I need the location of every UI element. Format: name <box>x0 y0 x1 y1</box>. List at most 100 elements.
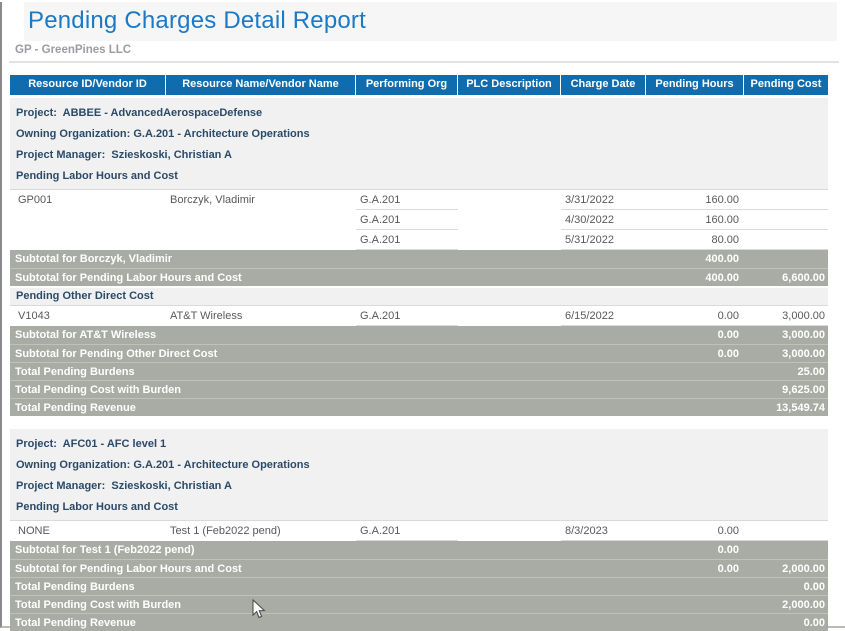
subtotal-pending-hours: 0.00 <box>717 562 739 575</box>
cell-charge-date: 3/31/2022 <box>561 190 646 210</box>
subtotal-pending-hours: 0.00 <box>717 347 739 360</box>
total-row: Total Pending Revenue 13,549.74 <box>10 398 828 416</box>
total-pending-cost: 9,625.00 <box>782 383 825 396</box>
header-resource-name: Resource Name/Vendor Name <box>166 75 356 95</box>
cell-plc-description <box>458 230 561 250</box>
subtotal-pending-hours: 400.00 <box>705 271 739 284</box>
table-row: G.A.201 4/30/2022 160.00 <box>10 210 828 230</box>
cell-resource-id <box>10 230 166 250</box>
cell-pending-cost <box>744 190 828 210</box>
header-pending-hours: Pending Hours <box>646 75 744 95</box>
subtotal-row: Subtotal for Borczyk, Vladimir 400.00 <box>10 250 828 268</box>
cell-plc-description <box>458 306 561 326</box>
totals-block: Subtotal for Test 1 (Feb2022 pend) 0.00 … <box>10 541 828 631</box>
table-row: V1043 AT&T Wireless G.A.201 6/15/2022 0.… <box>10 306 828 326</box>
cell-resource-name <box>166 210 356 230</box>
total-row: Total Pending Revenue 0.00 <box>10 613 828 631</box>
subtotal-label: Subtotal for AT&T Wireless <box>15 329 157 341</box>
cell-pending-cost: 3,000.00 <box>744 306 828 326</box>
cell-resource-id: V1043 <box>18 310 50 322</box>
cell-resource-id <box>10 210 166 230</box>
subtotal-label: Subtotal for Test 1 (Feb2022 pend) <box>15 544 195 556</box>
cell-resource-id: NONE <box>18 525 50 537</box>
header-charge-date: Charge Date <box>561 75 646 95</box>
project-manager-line: Project Manager: Szieskoski, Christian A <box>16 149 232 161</box>
project-line: Project: ABBEE - AdvancedAerospaceDefens… <box>16 107 263 119</box>
report-title: Pending Charges Detail Report <box>24 2 837 41</box>
subtotal-row: Subtotal for Pending Labor Hours and Cos… <box>10 268 828 286</box>
table-header-row: Resource ID/Vendor ID Resource Name/Vend… <box>10 75 828 95</box>
table-row: GP001 Borczyk, Vladimir G.A.201 3/31/202… <box>10 190 828 210</box>
total-row: Total Pending Cost with Burden 9,625.00 <box>10 380 828 398</box>
total-label: Total Pending Cost with Burden <box>15 598 182 611</box>
cell-charge-date: 5/31/2022 <box>561 230 646 250</box>
project-line: Project: AFC01 - AFC level 1 <box>16 438 167 450</box>
owning-org-line: Owning Organization: G.A.201 - Architect… <box>16 128 310 140</box>
report-table: Resource ID/Vendor ID Resource Name/Vend… <box>10 75 828 631</box>
subtotal-pending-cost: 6,600.00 <box>782 271 825 284</box>
cell-resource-name <box>166 230 356 250</box>
cell-resource-name: AT&T Wireless <box>170 310 243 322</box>
project-info-band: Project: ABBEE - AdvancedAerospaceDefens… <box>10 98 828 190</box>
total-label: Total Pending Burdens <box>15 365 135 378</box>
total-pending-cost: 0.00 <box>803 580 825 593</box>
subtotal-pending-hours: 0.00 <box>717 544 739 556</box>
header-resource-id: Resource ID/Vendor ID <box>10 75 166 95</box>
subtotal-label: Subtotal for Pending Labor Hours and Cos… <box>15 271 242 284</box>
subtotal-row: Subtotal for AT&T Wireless 0.00 3,000.00 <box>10 326 828 344</box>
cell-performing-org: G.A.201 <box>356 190 458 210</box>
cell-pending-hours: 160.00 <box>646 190 744 210</box>
cell-charge-date: 6/15/2022 <box>561 306 646 326</box>
subtotal-pending-hours: 0.00 <box>717 329 739 341</box>
subtotal-pending-hours: 400.00 <box>705 253 739 265</box>
subtotal-label: Subtotal for Pending Labor Hours and Cos… <box>15 562 242 575</box>
project-info-band: Project: AFC01 - AFC level 1 Owning Orga… <box>10 429 828 521</box>
header-performing-org: Performing Org <box>356 75 458 95</box>
totals-block: Subtotal for AT&T Wireless 0.00 3,000.00… <box>10 326 828 416</box>
subtotal-block: Subtotal for Borczyk, Vladimir 400.00 Su… <box>10 250 828 286</box>
section-heading: Pending Labor Hours and Cost <box>16 501 178 513</box>
cell-resource-id: GP001 <box>18 194 53 206</box>
section-spacer <box>10 416 828 426</box>
cell-pending-cost <box>744 210 828 230</box>
cell-resource-name: Borczyk, Vladimir <box>170 194 255 206</box>
section-heading: Pending Labor Hours and Cost <box>16 170 178 182</box>
cell-performing-org: G.A.201 <box>356 521 458 541</box>
total-pending-cost: 0.00 <box>803 616 825 629</box>
header-plc-description: PLC Description <box>458 75 561 95</box>
cell-resource-name: Test 1 (Feb2022 pend) <box>170 525 281 537</box>
cell-pending-hours: 0.00 <box>646 521 744 541</box>
total-pending-cost: 2,000.00 <box>782 598 825 611</box>
cell-performing-org: G.A.201 <box>356 210 458 230</box>
total-label: Total Pending Revenue <box>15 616 136 629</box>
divider <box>9 61 839 63</box>
total-row: Total Pending Burdens 0.00 <box>10 577 828 595</box>
total-row: Total Pending Burdens 25.00 <box>10 362 828 380</box>
company-name: GP - GreenPines LLC <box>15 44 132 56</box>
total-pending-cost: 25.00 <box>797 365 825 378</box>
cell-pending-cost <box>744 230 828 250</box>
subtotal-row: Subtotal for Pending Other Direct Cost 0… <box>10 344 828 362</box>
subtotal-pending-cost: 2,000.00 <box>782 562 825 575</box>
cell-performing-org: G.A.201 <box>356 306 458 326</box>
cell-plc-description <box>458 190 561 210</box>
total-label: Total Pending Burdens <box>15 580 135 593</box>
table-row: G.A.201 5/31/2022 80.00 <box>10 230 828 250</box>
cell-pending-cost <box>744 521 828 541</box>
total-label: Total Pending Revenue <box>15 401 136 414</box>
section-heading: Pending Other Direct Cost <box>16 290 154 302</box>
project-manager-line: Project Manager: Szieskoski, Christian A <box>16 480 232 492</box>
subtotal-pending-cost: 3,000.00 <box>782 347 825 360</box>
subtotal-row: Subtotal for Pending Labor Hours and Cos… <box>10 559 828 577</box>
cell-pending-hours: 160.00 <box>646 210 744 230</box>
cell-pending-hours: 0.00 <box>646 306 744 326</box>
cell-pending-hours: 80.00 <box>646 230 744 250</box>
cell-plc-description <box>458 521 561 541</box>
total-row: Total Pending Cost with Burden 2,000.00 <box>10 595 828 613</box>
subtotal-label: Subtotal for Pending Other Direct Cost <box>15 347 218 360</box>
total-label: Total Pending Cost with Burden <box>15 383 182 396</box>
subtotal-label: Subtotal for Borczyk, Vladimir <box>15 253 173 265</box>
subtotal-row: Subtotal for Test 1 (Feb2022 pend) 0.00 <box>10 541 828 559</box>
cell-charge-date: 8/3/2023 <box>561 521 646 541</box>
